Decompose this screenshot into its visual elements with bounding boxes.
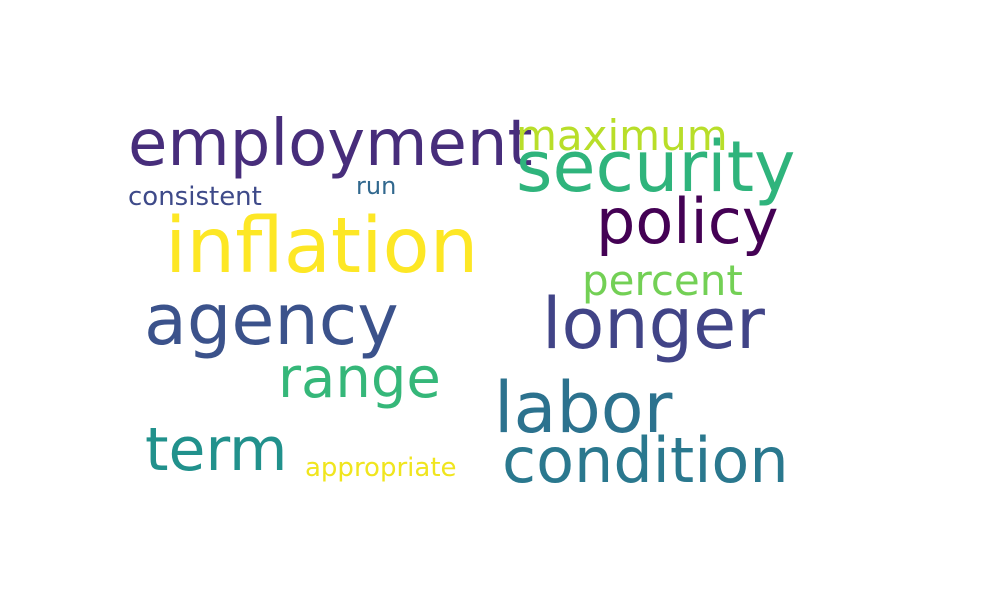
word-policy: policy xyxy=(596,185,779,258)
word-term: term xyxy=(145,415,288,485)
word-labor: labor xyxy=(494,367,673,449)
word-run: run xyxy=(356,172,397,200)
word-condition: condition xyxy=(502,424,789,497)
word-inflation: inflation xyxy=(165,202,479,291)
word-appropriate: appropriate xyxy=(305,453,457,483)
word-agency: agency xyxy=(144,279,399,361)
word-range: range xyxy=(278,346,441,411)
word-security: security xyxy=(516,126,796,208)
word-longer: longer xyxy=(542,283,765,365)
word-consistent: consistent xyxy=(128,182,262,212)
word-maximum: maximum xyxy=(516,111,728,160)
word-percent: percent xyxy=(582,256,743,305)
word-employment: employment xyxy=(128,107,533,181)
